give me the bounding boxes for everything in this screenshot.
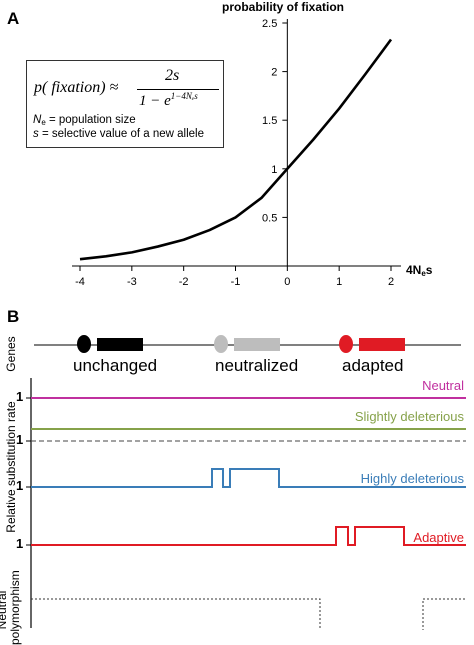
y-tick-label: 2.5 [262,18,277,30]
y-tick-label: 1 [271,164,277,176]
definition-ne: Ne = population size [33,114,136,129]
x-axis-label-main: 4N [406,263,421,277]
formula-box: p( fixation) ≈ 2s 1 − e1−4Nₑs Ne = popul… [26,60,224,148]
substitution-rate-axis-label: Relative substitution rate [4,387,18,547]
gene-label-unchanged: unchanged [73,356,157,376]
x-tick-label: -3 [127,276,137,288]
neutralized-gene-body [234,338,280,351]
definition-ne-sub: e [41,118,45,127]
neutralized-gene-promoter [214,335,228,353]
fixation-chart: -4 -3 -2 -1 0 1 2 0.5 1 1.5 2 2.5 [0,0,474,310]
adaptive-track [31,527,466,545]
adapted-gene-promoter [339,335,353,353]
adapted-gene-body [359,338,405,351]
x-tick-label: -4 [75,276,85,288]
track-label-highly-deleterious: Highly deleterious [361,471,464,486]
formula-denominator-base: 1 − e [139,93,171,109]
unchanged-gene-body [97,338,143,351]
formula-lhs: p( fixation) ≈ [34,79,118,97]
fraction-bar [137,89,219,90]
formula-denominator: 1 − e1−4Nₑs [139,91,198,110]
x-tick-label: -2 [179,276,189,288]
polymorphism-axis-label: Neutral polymorphism [0,575,22,645]
x-tick-label: 1 [336,276,342,288]
gene-label-adapted: adapted [342,356,403,376]
x-tick-label: 0 [284,276,290,288]
y-tick-label: 2 [271,67,277,79]
definition-s-symbol: s [33,128,39,140]
neutral-polymorphism-track [31,599,466,630]
x-tick-label: 2 [388,276,394,288]
formula-numerator: 2s [165,67,179,85]
x-tick-label: -1 [231,276,241,288]
y-tick-label: 1.5 [262,115,277,127]
chart-title: probability of fixation [222,0,344,14]
x-axis-label-tail: s [426,263,433,277]
definition-s: s = selective value of a new allele [33,128,204,141]
genes-axis-label: Genes [4,334,18,374]
track-label-slightly-deleterious: Slightly deleterious [355,409,464,424]
definition-ne-text: = population size [49,114,136,126]
x-axis-label: 4Nes [406,263,432,278]
gene-label-neutralized: neutralized [215,356,298,376]
track-label-neutral: Neutral [422,378,464,393]
unchanged-gene-promoter [77,335,91,353]
track-label-adaptive: Adaptive [413,530,464,545]
y-tick-label: 0.5 [262,212,277,224]
formula-denominator-exp: 1−4Nₑs [171,91,198,101]
definition-s-text: = selective value of a new allele [42,128,204,140]
